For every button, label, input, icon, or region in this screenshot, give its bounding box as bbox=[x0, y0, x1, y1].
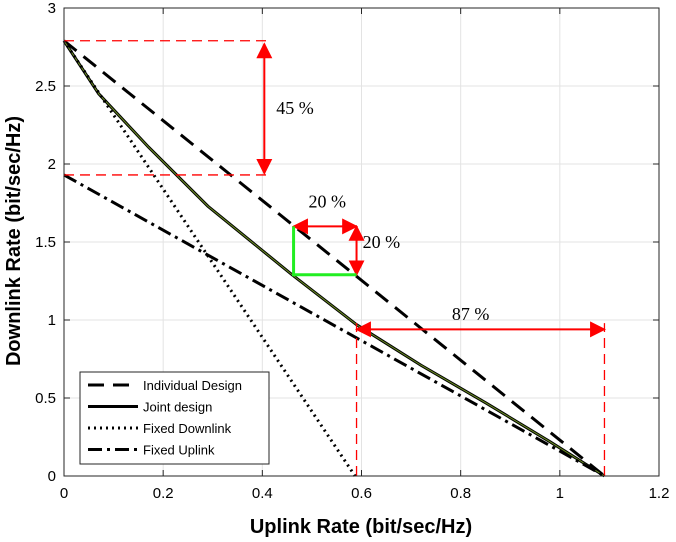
axes: 0 0.2 0.4 0.6 0.8 1 1.2 0 0.5 1 1.5 2 2.5 3 bbox=[35, 0, 669, 502]
series-line bbox=[63, 173, 606, 478]
x-tick-label: 1 bbox=[556, 485, 564, 502]
gain-bracket-line bbox=[292, 226, 357, 277]
series-line bbox=[63, 39, 606, 478]
x-tick-label: 0 bbox=[60, 485, 68, 502]
percentage-label: 20 % bbox=[309, 192, 347, 212]
legend-entry-label: Individual Design bbox=[143, 378, 242, 393]
y-tick-label: 1.5 bbox=[35, 234, 56, 251]
y-tick-label: 3 bbox=[48, 0, 56, 17]
x-tick-label: 0.4 bbox=[252, 485, 273, 502]
percentage-label: 45 % bbox=[276, 98, 314, 118]
y-tick-label: 2 bbox=[48, 156, 56, 173]
series-line-inner bbox=[63, 40, 605, 477]
x-axis-label: Uplink Rate (bit/sec/Hz) bbox=[250, 516, 472, 538]
y-tick-label: 0 bbox=[48, 468, 56, 485]
y-tick-label: 1 bbox=[48, 312, 56, 329]
x-tick-label: 0.8 bbox=[450, 485, 471, 502]
percentage-label: 87 % bbox=[452, 304, 490, 324]
percentage-label: 20 % bbox=[363, 232, 401, 252]
legend-entry-label: Fixed Downlink bbox=[143, 421, 232, 436]
y-tick-label: 2.5 bbox=[35, 78, 56, 95]
legend-entry-label: Joint design bbox=[143, 400, 212, 415]
y-tick-label: 0.5 bbox=[35, 390, 56, 407]
legend-entry-label: Fixed Uplink bbox=[143, 443, 215, 458]
x-tick-label: 1.2 bbox=[649, 485, 670, 502]
x-tick-label: 0.2 bbox=[153, 485, 174, 502]
legend: Individual Design Joint design Fixed Downl… bbox=[79, 371, 270, 465]
x-tick-label: 0.6 bbox=[351, 485, 372, 502]
y-axis-label: Downlink Rate (bit/sec/Hz) bbox=[3, 116, 25, 366]
annotation-guides: 45 % 20 % 20 % 87 % bbox=[64, 40, 607, 476]
series-group bbox=[62, 39, 606, 478]
legend-box bbox=[79, 371, 270, 465]
